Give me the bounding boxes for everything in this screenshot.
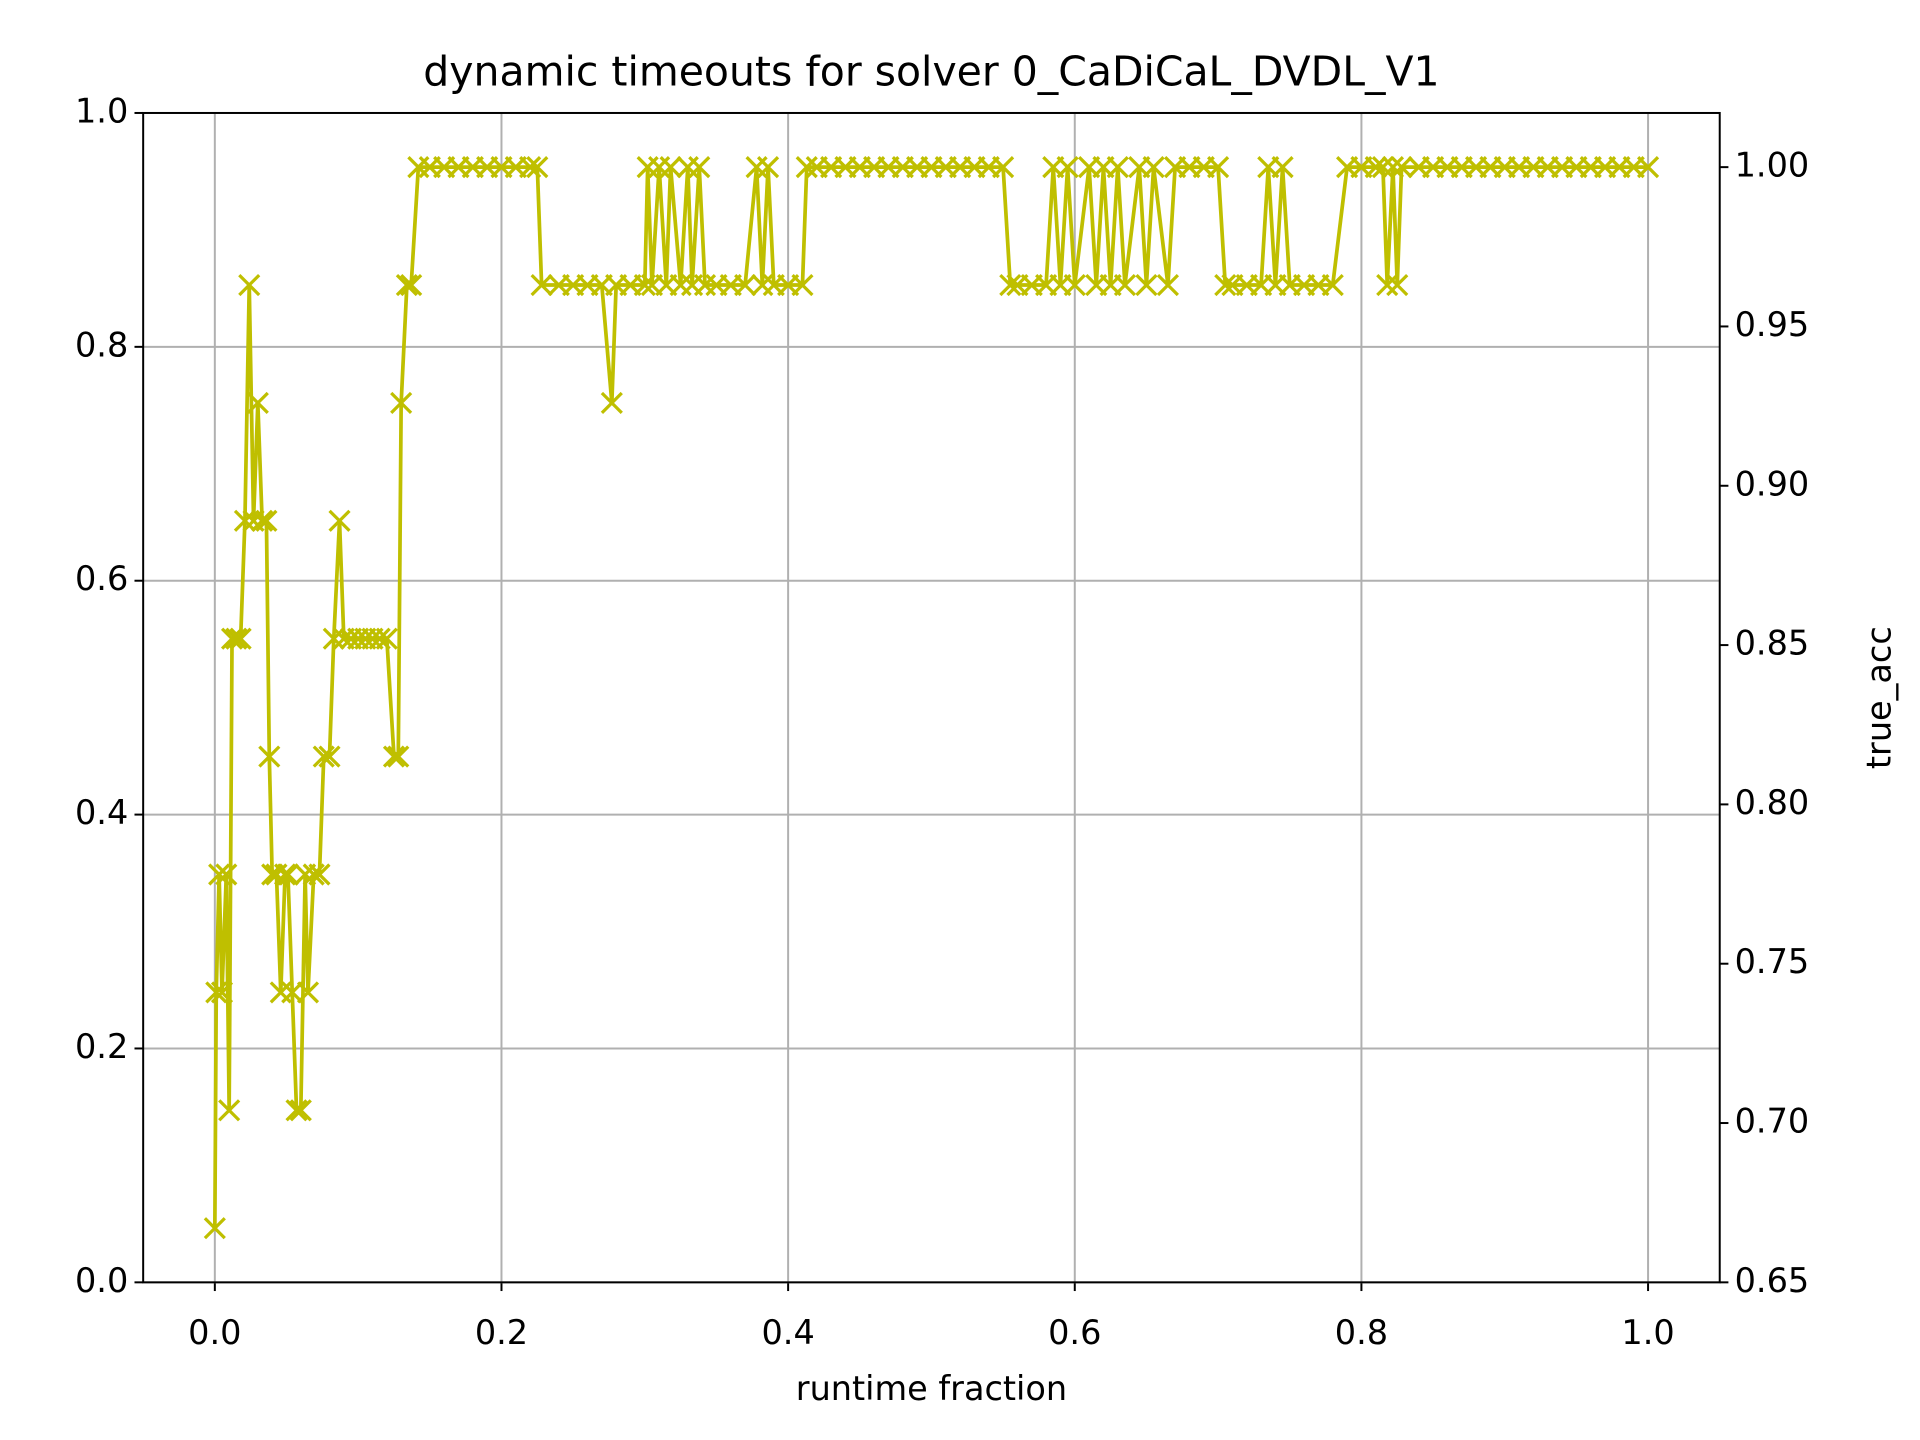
data-marker [220, 627, 244, 650]
data-marker [238, 273, 261, 297]
data-marker [1376, 273, 1399, 297]
y-tick-label: 0.2 [75, 1027, 128, 1066]
data-marker [400, 273, 423, 297]
data-marker [328, 509, 351, 532]
data-marker [688, 156, 711, 179]
plot-frame [142, 111, 1721, 1284]
data-marker [992, 156, 1015, 179]
data-marker [1636, 156, 1660, 179]
data-marker [1135, 273, 1158, 297]
data-marker [218, 1099, 241, 1122]
data-marker [1106, 156, 1129, 179]
data-marker [526, 156, 549, 179]
data-marker [756, 156, 780, 179]
y2-tick-label: 0.85 [1735, 624, 1810, 663]
data-marker [633, 273, 656, 297]
data-marker [215, 863, 238, 886]
data-marker [999, 273, 1022, 297]
data-marker [795, 156, 818, 179]
x-tick-label: 0.4 [761, 1313, 814, 1352]
data-marker [285, 1099, 308, 1122]
data-marker [1390, 156, 1413, 179]
data-marker [791, 273, 814, 297]
data-marker [1056, 156, 1079, 179]
x-tick-label: 0.8 [1335, 1313, 1388, 1352]
data-marker [519, 156, 542, 179]
y2-tick-label: 0.70 [1735, 1102, 1810, 1141]
data-marker [289, 1099, 312, 1122]
y-tick-label: 0.0 [75, 1261, 128, 1300]
y2-tick-label: 0.75 [1735, 942, 1810, 981]
data-marker [322, 627, 345, 650]
y-tick-label: 0.4 [75, 793, 128, 832]
y-tick-label: 1.0 [75, 91, 128, 130]
data-marker [205, 981, 228, 1004]
data-marker [1156, 273, 1180, 297]
y-tick-label: 0.6 [75, 559, 128, 598]
data-marker [600, 391, 623, 414]
chart-title: dynamic timeouts for solver 0_CaDiCaL_DV… [423, 47, 1439, 95]
y2-tick-label: 0.80 [1735, 783, 1810, 822]
y2-tick-label: 0.90 [1735, 464, 1810, 503]
data-marker [1113, 273, 1137, 297]
data-marker [659, 156, 682, 179]
data-marker [281, 981, 304, 1004]
x-tick-label: 0.6 [1048, 1313, 1101, 1352]
data-marker [1386, 273, 1409, 297]
x-axis-label: runtime fraction [796, 1369, 1067, 1408]
data-marker [296, 981, 320, 1004]
data-marker [375, 627, 398, 650]
data-marker [251, 509, 274, 532]
data-marker [203, 1217, 226, 1240]
data-marker [1271, 156, 1294, 179]
data-marker [368, 627, 391, 650]
data-marker [530, 273, 553, 297]
data-marker [233, 509, 257, 532]
y2-tick-label: 1.00 [1735, 146, 1810, 185]
data-marker [382, 745, 406, 768]
data-marker [276, 863, 300, 886]
data-marker [390, 391, 413, 414]
x-tick-label: 1.0 [1621, 1313, 1674, 1352]
data-marker [395, 273, 418, 297]
data-marker [273, 863, 297, 886]
x-tick-label: 0.0 [188, 1313, 241, 1352]
y2-tick-label: 0.65 [1735, 1261, 1810, 1300]
y-tick-label: 0.8 [75, 325, 128, 364]
data-marker [210, 981, 234, 1004]
data-marker [308, 863, 331, 886]
data-marker [734, 273, 757, 297]
data-marker [1381, 156, 1405, 179]
data-marker [302, 863, 325, 886]
data-marker [318, 745, 341, 768]
data-marker [1063, 273, 1086, 297]
data-marker [255, 509, 278, 532]
data-marker [208, 863, 231, 886]
data-marker [1321, 273, 1344, 297]
data-marker [1142, 156, 1165, 179]
data-marker [225, 627, 248, 650]
data-marker [1371, 156, 1394, 179]
y2-axis-label: true_acc [1860, 626, 1899, 769]
data-line [212, 165, 1649, 1229]
data-marker [1207, 156, 1230, 179]
data-marker [258, 745, 281, 768]
data-marker [1364, 156, 1387, 179]
y2-tick-label: 0.95 [1735, 305, 1810, 344]
data-marker [312, 745, 335, 768]
x-tick-label: 0.2 [475, 1313, 528, 1352]
data-marker [387, 745, 410, 768]
data-marker [246, 391, 269, 414]
data-marker [229, 627, 252, 650]
data-marker [1214, 273, 1237, 297]
